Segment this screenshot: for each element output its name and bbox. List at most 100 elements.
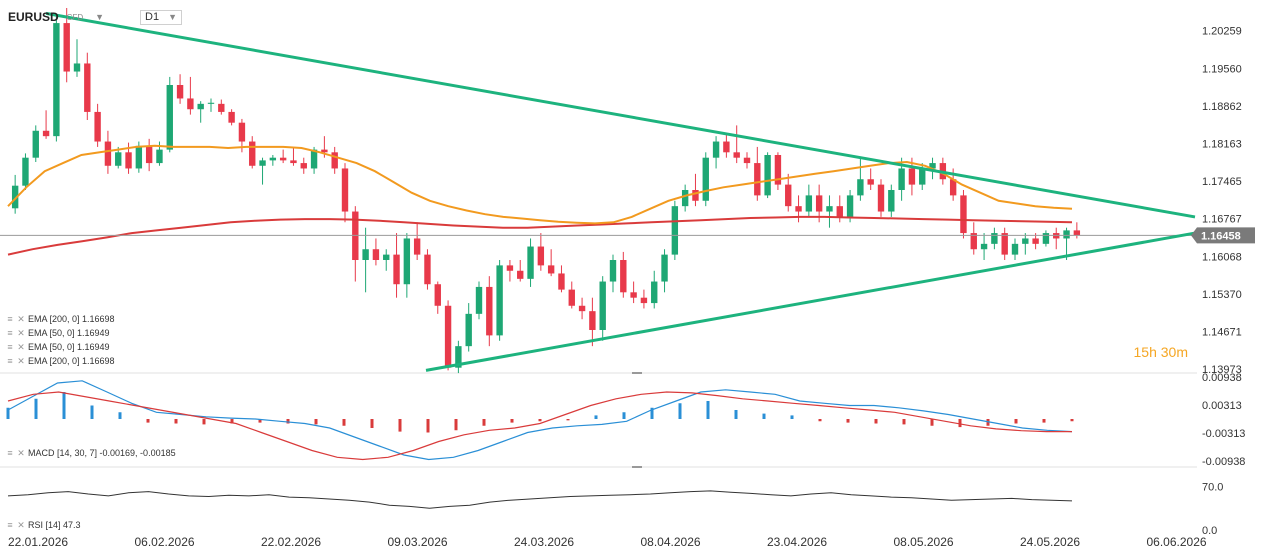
close-icon[interactable]: ✕ (17, 447, 25, 458)
bear-candle (341, 168, 349, 212)
symbol-dropdown-icon[interactable]: ▼ (95, 12, 105, 22)
bear-candle (84, 63, 91, 112)
macd-hist-bar (734, 410, 738, 419)
bear-candle (279, 157, 287, 161)
bear-candle (620, 260, 627, 293)
settings-icon[interactable]: ≡ (7, 448, 13, 458)
bear-candle (774, 155, 782, 185)
macd-legend: ≡ ✕ MACD [14, 30, 7] -0.00169, -0.00185 (6, 447, 175, 459)
bull-candle (599, 281, 606, 330)
bear-candle (444, 305, 452, 368)
settings-icon[interactable]: ≡ (7, 328, 13, 338)
bull-candle (197, 103, 204, 110)
bear-candle (578, 305, 586, 312)
close-icon[interactable]: ✕ (17, 341, 25, 352)
settings-icon[interactable]: ≡ (7, 520, 13, 530)
macd-hist-bar (594, 415, 598, 419)
close-icon[interactable]: ✕ (17, 355, 25, 366)
bear-candle (331, 152, 338, 169)
close-icon[interactable]: ✕ (17, 327, 25, 338)
price-axis-tick: 1.16068 (1202, 251, 1242, 263)
rsi-axis-tick: 70.0 (1202, 482, 1223, 494)
bear-candle (1001, 233, 1008, 255)
bull-candle (207, 102, 215, 104)
bull-candle (465, 313, 472, 347)
bear-candle (836, 206, 843, 217)
bear-candle (517, 270, 524, 279)
macd-hist-bar (34, 398, 38, 419)
macd-hist-bar (426, 419, 430, 433)
chart-toolbar: EURUSD CFD ▼ D1 ▼ (8, 6, 183, 28)
bull-candle (898, 168, 905, 190)
close-icon[interactable]: ✕ (17, 519, 25, 530)
macd-hist-bar (846, 419, 850, 423)
bear-candle (413, 238, 421, 255)
bear-candle (558, 273, 565, 290)
bear-candle (589, 311, 596, 330)
macd-hist-bar (146, 419, 150, 423)
date-axis-tick: 22.02.2026 (261, 535, 321, 549)
bull-candle (919, 168, 926, 185)
macd-hist-bar (650, 407, 654, 419)
bull-candle (980, 243, 988, 250)
settings-icon[interactable]: ≡ (7, 314, 13, 324)
bear-candle (1032, 238, 1039, 244)
bear-candle (424, 254, 431, 285)
macd-hist-bar (538, 419, 542, 422)
countdown-hours-unit: h (1149, 344, 1157, 360)
bear-candle (506, 265, 514, 271)
bear-candle (145, 145, 153, 164)
settings-icon[interactable]: ≡ (7, 342, 13, 352)
bear-candle (949, 179, 957, 196)
bull-candle (135, 145, 143, 169)
date-axis-tick: 08.04.2026 (641, 535, 701, 549)
legend-ema-label: EMA [200, 0] 1.16698 (28, 314, 115, 324)
macd-hist-bar (174, 419, 178, 424)
resize-handle (632, 372, 642, 374)
legend-item: ≡ ✕ RSI [14] 47.3 (6, 519, 80, 531)
bear-candle (877, 184, 885, 212)
timeframe-select[interactable]: D1 ▼ (140, 9, 183, 25)
macd-hist-bar (790, 415, 794, 419)
bull-candle (383, 254, 390, 260)
bull-candle (661, 254, 668, 282)
macd-hist-bar (874, 419, 878, 424)
bear-candle (104, 141, 112, 166)
bull-candle (805, 195, 813, 212)
bull-candle (22, 157, 29, 186)
bear-candle (228, 111, 235, 123)
symbol-label[interactable]: EURUSD (8, 10, 59, 24)
date-axis-tick: 23.04.2026 (767, 535, 827, 549)
date-axis-tick: 06.06.2026 (1147, 535, 1207, 549)
macd-axis-tick: -0.00313 (1202, 428, 1245, 440)
bull-candle (857, 179, 864, 196)
price-axis-tick: 1.13973 (1202, 364, 1242, 376)
close-icon[interactable]: ✕ (17, 313, 25, 324)
macd-hist-bar (286, 419, 290, 424)
bear-candle (537, 246, 545, 266)
bull-candle (73, 63, 81, 72)
bull-candle (712, 141, 720, 158)
bear-candle (640, 297, 648, 304)
macd-axis-tick: 0.00313 (1202, 400, 1242, 412)
bear-candle (815, 195, 823, 212)
legend-item: ≡ ✕ EMA [50, 0] 1.16949 (6, 341, 115, 353)
macd-hist-bar (566, 419, 570, 421)
price-axis-tick: 1.15370 (1202, 289, 1242, 301)
rsi-line (7, 490, 1073, 509)
macd-hist-bar (398, 419, 402, 432)
macd-hist-bar (930, 419, 934, 426)
macd-hist-bar (958, 419, 962, 428)
bear-candle (547, 265, 555, 274)
bull-candle (651, 281, 658, 304)
legend-item: ≡ ✕ EMA [50, 0] 1.16949 (6, 327, 115, 339)
countdown-minutes: 30 (1160, 344, 1177, 360)
bear-candle (434, 284, 441, 306)
bear-candle (960, 195, 967, 234)
settings-icon[interactable]: ≡ (7, 356, 13, 366)
bull-candle (11, 185, 19, 209)
bull-candle (156, 149, 163, 164)
date-axis-tick: 06.02.2026 (135, 535, 195, 549)
bear-candle (238, 122, 246, 142)
